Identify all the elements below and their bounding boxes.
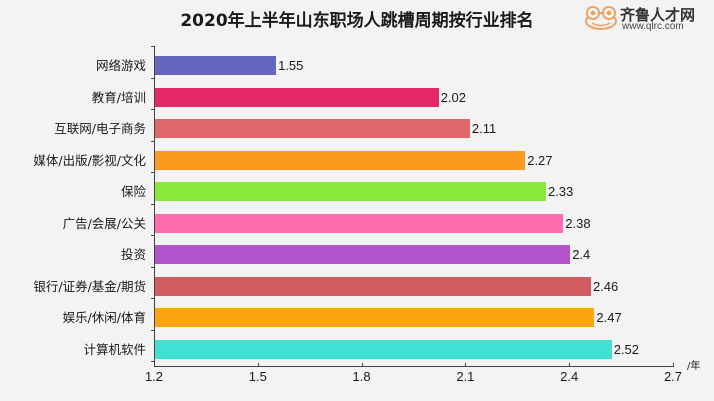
bar-row: 网络游戏 1.55 xyxy=(0,56,714,75)
x-tick xyxy=(361,363,363,366)
bar-row: 银行/证券/基金/期货 2.46 xyxy=(0,276,714,296)
y-tick xyxy=(151,46,154,47)
bar-row: 投资 2.4 xyxy=(0,245,714,264)
bar xyxy=(155,276,591,296)
y-tick xyxy=(151,361,154,362)
category-label: 互联网/电子商务 xyxy=(54,121,146,136)
x-tick-label: 2.1 xyxy=(456,369,475,384)
category-label: 保险 xyxy=(120,184,146,199)
bar xyxy=(155,213,564,233)
bar-row: 保险 2.33 xyxy=(0,182,714,201)
value-label: 2.11 xyxy=(471,121,497,136)
x-axis xyxy=(154,366,674,367)
bar-row: 教育/培训 2.02 xyxy=(0,87,714,107)
value-label: 2.02 xyxy=(440,89,467,105)
bar xyxy=(155,56,277,75)
x-tick xyxy=(465,363,467,366)
y-tick xyxy=(151,172,154,173)
y-tick xyxy=(151,266,154,268)
category-label: 广告/会展/公关 xyxy=(62,215,146,231)
y-tick xyxy=(151,298,154,299)
bar-row: 媒体/出版/影视/文化 2.27 xyxy=(0,150,714,170)
bar-row: 互联网/电子商务 2.11 xyxy=(0,119,714,138)
y-tick xyxy=(151,77,154,79)
x-tick xyxy=(569,363,571,366)
x-tick xyxy=(154,363,155,366)
y-tick xyxy=(151,109,154,110)
value-label: 2.4 xyxy=(572,247,591,262)
logo-url: www.qlrc.com xyxy=(622,21,684,32)
logo-brand: 齐鲁人才网 xyxy=(620,6,696,24)
value-label: 1.55 xyxy=(278,58,304,73)
category-label: 计算机软件 xyxy=(83,341,146,357)
value-label: 2.52 xyxy=(613,341,640,357)
category-label: 网络游戏 xyxy=(95,58,146,73)
x-tick xyxy=(673,363,674,366)
x-axis-unit: /年 xyxy=(687,361,701,372)
bar xyxy=(155,119,470,138)
bar-row: 计算机软件 2.52 xyxy=(0,339,714,359)
x-tick-label: 1.5 xyxy=(248,369,267,384)
category-label: 娱乐/休闲/体育 xyxy=(62,310,146,325)
category-label: 媒体/出版/影视/文化 xyxy=(33,152,146,168)
site-logo: 齐鲁人才网 www.qlrc.com xyxy=(584,3,710,33)
category-label: 教育/培训 xyxy=(91,89,146,105)
y-tick xyxy=(151,140,154,142)
bar xyxy=(155,339,612,359)
x-tick-label: 2.4 xyxy=(560,369,579,384)
frog-logo-icon xyxy=(585,6,617,30)
bar xyxy=(155,182,546,201)
value-label: 2.27 xyxy=(527,152,553,168)
value-label: 2.47 xyxy=(596,310,622,325)
bar xyxy=(155,150,526,170)
value-label: 2.33 xyxy=(547,184,574,199)
x-tick-label: 2.7 xyxy=(663,369,683,384)
value-label: 2.46 xyxy=(592,278,619,294)
bar xyxy=(155,245,571,264)
y-axis xyxy=(154,46,155,366)
chart-title: 2020年上半年山东职场人跳槽周期按行业排名 xyxy=(180,11,534,31)
bar xyxy=(155,308,595,327)
category-label: 银行/证券/基金/期货 xyxy=(33,278,146,294)
y-tick xyxy=(151,235,154,236)
y-tick xyxy=(151,329,154,331)
value-label: 2.38 xyxy=(565,215,591,231)
x-tick xyxy=(257,363,259,366)
x-tick-label: 1.8 xyxy=(352,369,371,384)
x-tick-label: 1.2 xyxy=(144,369,164,384)
bar-row: 广告/会展/公关 2.38 xyxy=(0,213,714,233)
y-tick xyxy=(151,203,154,205)
bar xyxy=(155,87,439,107)
bar-row: 娱乐/休闲/体育 2.47 xyxy=(0,308,714,327)
category-label: 投资 xyxy=(120,247,146,262)
